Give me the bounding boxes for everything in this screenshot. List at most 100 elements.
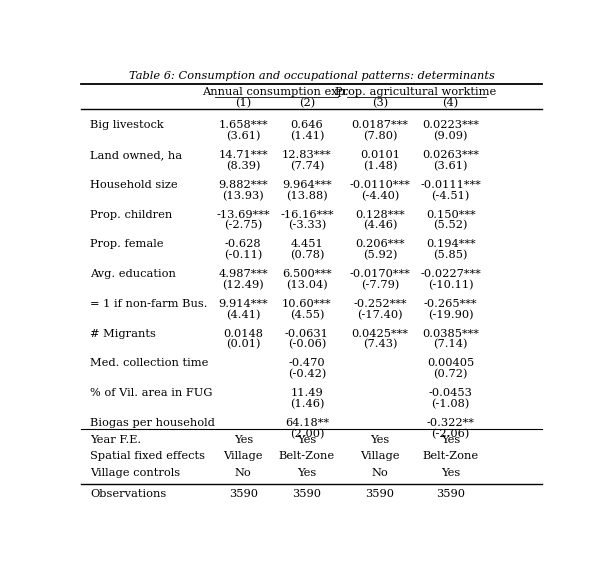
Text: (8.39): (8.39) — [226, 161, 260, 171]
Text: Belt-Zone: Belt-Zone — [279, 451, 335, 461]
Text: Yes: Yes — [297, 468, 317, 478]
Text: -0.0170***: -0.0170*** — [350, 269, 410, 279]
Text: (0.01): (0.01) — [226, 340, 260, 350]
Text: -0.252***: -0.252*** — [353, 299, 407, 309]
Text: 0.00405: 0.00405 — [427, 359, 474, 368]
Text: 14.71***: 14.71*** — [218, 150, 268, 160]
Text: Prop. agricultural worktime: Prop. agricultural worktime — [334, 87, 496, 97]
Text: 0.150***: 0.150*** — [426, 210, 475, 220]
Text: 0.646: 0.646 — [291, 121, 323, 130]
Text: -0.0631: -0.0631 — [285, 329, 329, 338]
Text: -0.322**: -0.322** — [427, 418, 474, 428]
Text: (-0.11): (-0.11) — [224, 250, 263, 261]
Text: Village: Village — [360, 451, 399, 461]
Text: Yes: Yes — [441, 435, 460, 444]
Text: (13.04): (13.04) — [286, 280, 328, 290]
Text: Prop. children: Prop. children — [90, 210, 173, 220]
Text: -13.69***: -13.69*** — [216, 210, 270, 220]
Text: (-19.90): (-19.90) — [428, 310, 474, 320]
Text: (-2.75): (-2.75) — [224, 221, 263, 231]
Text: (5.92): (5.92) — [363, 250, 397, 261]
Text: Land owned, ha: Land owned, ha — [90, 150, 182, 160]
Text: 12.83***: 12.83*** — [282, 150, 332, 160]
Text: (-10.11): (-10.11) — [428, 280, 474, 290]
Text: 3590: 3590 — [292, 490, 322, 499]
Text: 4.451: 4.451 — [291, 240, 323, 249]
Text: -0.0110***: -0.0110*** — [350, 180, 410, 190]
Text: (2.00): (2.00) — [289, 429, 324, 439]
Text: Household size: Household size — [90, 180, 178, 190]
Text: Annual consumption exp.: Annual consumption exp. — [202, 87, 348, 97]
Text: 3590: 3590 — [436, 490, 465, 499]
Text: (13.88): (13.88) — [286, 191, 328, 201]
Text: (3.61): (3.61) — [434, 161, 468, 171]
Text: 0.0148: 0.0148 — [223, 329, 263, 338]
Text: (1): (1) — [235, 98, 251, 108]
Text: (-1.08): (-1.08) — [432, 399, 470, 409]
Text: 1.658***: 1.658*** — [218, 121, 268, 130]
Text: (-4.40): (-4.40) — [361, 191, 399, 201]
Text: (1.48): (1.48) — [363, 161, 397, 171]
Text: (5.52): (5.52) — [434, 221, 468, 231]
Text: 0.194***: 0.194*** — [426, 240, 475, 249]
Text: 0.206***: 0.206*** — [355, 240, 405, 249]
Text: Belt-Zone: Belt-Zone — [423, 451, 478, 461]
Text: (4.55): (4.55) — [289, 310, 324, 320]
Text: (-0.06): (-0.06) — [288, 340, 326, 350]
Text: (-4.51): (-4.51) — [432, 191, 470, 201]
Text: (-2.06): (-2.06) — [432, 429, 470, 439]
Text: Spatial fixed effects: Spatial fixed effects — [90, 451, 205, 461]
Text: Big livestock: Big livestock — [90, 121, 164, 130]
Text: (-3.33): (-3.33) — [288, 221, 326, 231]
Text: (0.78): (0.78) — [289, 250, 324, 261]
Text: 64.18**: 64.18** — [285, 418, 329, 428]
Text: % of Vil. area in FUG: % of Vil. area in FUG — [90, 388, 213, 398]
Text: Year F.E.: Year F.E. — [90, 435, 141, 444]
Text: 9.914***: 9.914*** — [218, 299, 268, 309]
Text: (1.46): (1.46) — [289, 399, 324, 409]
Text: 0.0425***: 0.0425*** — [351, 329, 409, 338]
Text: (-7.79): (-7.79) — [361, 280, 399, 290]
Text: Yes: Yes — [233, 435, 253, 444]
Text: (7.74): (7.74) — [289, 161, 324, 171]
Text: 0.0101: 0.0101 — [360, 150, 400, 160]
Text: -0.628: -0.628 — [225, 240, 261, 249]
Text: (4): (4) — [443, 98, 458, 108]
Text: Yes: Yes — [370, 435, 390, 444]
Text: Avg. education: Avg. education — [90, 269, 176, 279]
Text: Prop. female: Prop. female — [90, 240, 164, 249]
Text: -0.470: -0.470 — [289, 359, 325, 368]
Text: 9.882***: 9.882*** — [218, 180, 268, 190]
Text: (4.41): (4.41) — [226, 310, 260, 320]
Text: (3): (3) — [372, 98, 388, 108]
Text: 0.0223***: 0.0223*** — [422, 121, 479, 130]
Text: (7.43): (7.43) — [363, 340, 397, 350]
Text: (-17.40): (-17.40) — [357, 310, 402, 320]
Text: No: No — [235, 468, 252, 478]
Text: (7.14): (7.14) — [434, 340, 468, 350]
Text: (2): (2) — [299, 98, 315, 108]
Text: 0.0263***: 0.0263*** — [422, 150, 479, 160]
Text: 10.60***: 10.60*** — [282, 299, 332, 309]
Text: (13.93): (13.93) — [223, 191, 264, 201]
Text: = 1 if non-farm Bus.: = 1 if non-farm Bus. — [90, 299, 208, 309]
Text: -0.0453: -0.0453 — [429, 388, 472, 398]
Text: Yes: Yes — [441, 468, 460, 478]
Text: 4.987***: 4.987*** — [218, 269, 268, 279]
Text: Table 6: Consumption and occupational patterns: determinants: Table 6: Consumption and occupational pa… — [129, 70, 494, 81]
Text: 9.964***: 9.964*** — [282, 180, 332, 190]
Text: (7.80): (7.80) — [363, 131, 397, 142]
Text: Village controls: Village controls — [90, 468, 180, 478]
Text: -16.16***: -16.16*** — [280, 210, 334, 220]
Text: -0.0111***: -0.0111*** — [420, 180, 481, 190]
Text: -0.265***: -0.265*** — [424, 299, 477, 309]
Text: (0.72): (0.72) — [434, 369, 468, 380]
Text: (-0.42): (-0.42) — [288, 369, 326, 380]
Text: (9.09): (9.09) — [434, 131, 468, 142]
Text: 3590: 3590 — [365, 490, 395, 499]
Text: 0.0385***: 0.0385*** — [422, 329, 479, 338]
Text: Med. collection time: Med. collection time — [90, 359, 209, 368]
Text: (1.41): (1.41) — [289, 131, 324, 142]
Text: (3.61): (3.61) — [226, 131, 260, 142]
Text: Biogas per household: Biogas per household — [90, 418, 215, 428]
